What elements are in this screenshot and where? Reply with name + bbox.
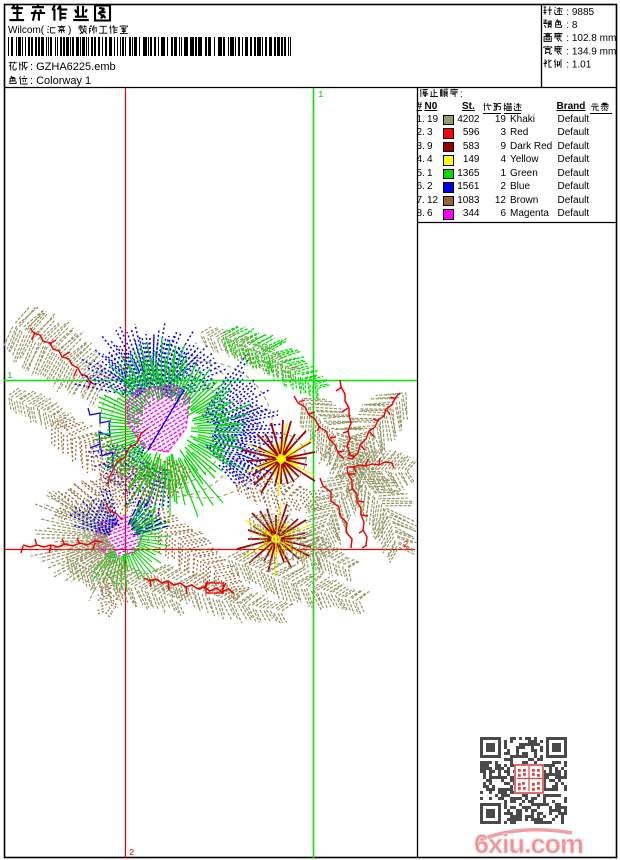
svg-text:: 9885: : 9885 xyxy=(566,7,594,18)
svg-text:: 8: : 8 xyxy=(566,20,578,31)
svg-text:: 1.01: : 1.01 xyxy=(566,60,591,71)
svg-text:2: 2 xyxy=(129,848,134,858)
svg-text:: 102.8 mm: : 102.8 mm xyxy=(566,33,616,44)
svg-text:: 134.9 mm: : 134.9 mm xyxy=(566,46,616,57)
svg-text:1: 1 xyxy=(318,90,323,100)
svg-text:6xiu.com: 6xiu.com xyxy=(474,829,583,859)
svg-text:2: 2 xyxy=(403,540,408,550)
svg-text::: : xyxy=(460,89,463,100)
svg-text:1: 1 xyxy=(7,371,12,381)
